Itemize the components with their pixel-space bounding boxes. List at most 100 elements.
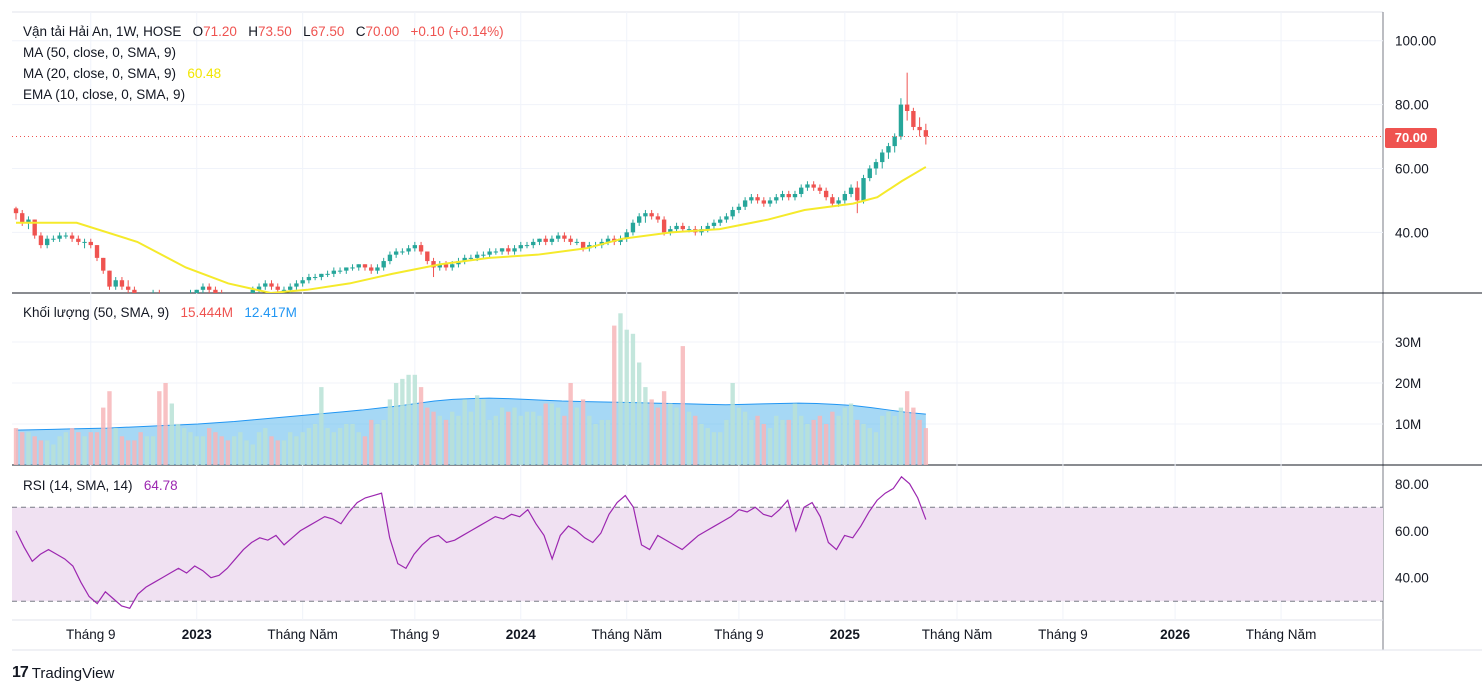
rsi-legend[interactable]: RSI (14, SMA, 14) 64.78 <box>23 477 178 495</box>
volume-bar <box>630 333 636 465</box>
volume-tick-label: 10M <box>1395 417 1421 432</box>
candle-body <box>493 251 499 253</box>
volume-bar <box>157 391 162 465</box>
candle-body <box>711 222 717 226</box>
volume-bar <box>26 432 31 465</box>
ma50-label: MA (50, close, 0, SMA, 9) <box>23 45 177 60</box>
candle-body <box>686 229 692 231</box>
candle-body <box>512 248 517 252</box>
volume-bar <box>294 436 299 465</box>
time-tick-label: 2023 <box>182 627 213 642</box>
candle-body <box>643 213 648 217</box>
volume-bar <box>855 419 860 465</box>
candle-body <box>20 213 25 223</box>
volume-bar <box>150 436 156 465</box>
candle-body <box>462 257 467 262</box>
close-value: 70.00 <box>365 24 400 39</box>
volume-bar <box>543 403 548 465</box>
volume-bar <box>44 440 50 465</box>
candle-body <box>661 219 667 233</box>
price-pane[interactable] <box>12 72 1383 303</box>
volume-bar <box>749 419 754 465</box>
candle-body <box>568 238 573 242</box>
volume-bar <box>144 436 150 465</box>
candle-body <box>861 178 866 201</box>
candle-body <box>904 104 910 111</box>
volume-bar <box>537 415 542 465</box>
volume-bar <box>219 436 224 465</box>
time-tick-label: Tháng Năm <box>267 627 338 642</box>
candle-body <box>543 238 548 242</box>
candle-body <box>499 248 505 252</box>
volume-bar <box>518 415 523 465</box>
volume-bar <box>468 411 474 465</box>
volume-bar <box>799 415 804 465</box>
ma20-label: MA (20, close, 0, SMA, 9) <box>23 66 177 81</box>
candle-body <box>194 289 199 293</box>
volume-bar <box>32 436 37 465</box>
price-tick-label: 60.00 <box>1395 161 1429 176</box>
volume-bar <box>911 407 916 465</box>
high-label: H <box>248 24 258 39</box>
volume-bar <box>132 440 137 465</box>
candle-body <box>867 168 872 179</box>
candle-body <box>742 200 748 207</box>
candle-body <box>381 261 386 268</box>
ema10-legend[interactable]: EMA (10, close, 0, SMA, 9) <box>23 86 185 104</box>
rsi-pane[interactable] <box>12 475 1383 609</box>
candle-body <box>51 238 56 240</box>
volume-bar <box>792 403 798 465</box>
volume-bar <box>63 432 69 465</box>
ma50-legend[interactable]: MA (50, close, 0, SMA, 9) <box>23 44 176 62</box>
tradingview-logo[interactable]: 17 TradingView <box>12 664 114 682</box>
candle-body <box>69 235 75 239</box>
volume-bar <box>830 411 835 465</box>
volume-bar <box>898 407 904 465</box>
open-label: O <box>192 24 204 39</box>
rsi-tick-label: 60.00 <box>1395 524 1429 539</box>
volume-pane[interactable] <box>13 313 929 465</box>
volume-bar <box>269 436 274 465</box>
volume-bar <box>917 419 922 465</box>
candle-body <box>400 251 405 253</box>
volume-bar <box>612 325 617 465</box>
volume-bar <box>549 403 555 465</box>
volume-bar <box>387 399 393 465</box>
volume-tick-label: 20M <box>1395 376 1421 391</box>
candle-body <box>786 194 791 198</box>
candle-body <box>431 261 436 268</box>
volume-label: Khối lượng (50, SMA, 9) <box>23 305 170 320</box>
candle-body <box>275 286 280 290</box>
volume-bar <box>668 403 673 465</box>
candle-body <box>780 194 785 198</box>
candle-body <box>63 235 69 237</box>
candle-body <box>294 283 299 287</box>
time-tick-label: Tháng 9 <box>1038 627 1088 642</box>
volume-legend[interactable]: Khối lượng (50, SMA, 9) 15.444M 12.417M <box>23 304 297 322</box>
volume-bar <box>593 424 598 465</box>
candle-body <box>873 162 879 169</box>
volume-bar <box>362 436 368 465</box>
volume-bar <box>163 383 168 465</box>
volume-bar <box>188 432 193 465</box>
volume-bar <box>238 432 243 465</box>
volume-bar <box>873 432 879 465</box>
volume-bar <box>649 399 654 465</box>
volume-bar <box>69 428 75 465</box>
volume-bar <box>244 440 249 465</box>
candle-body <box>138 296 142 299</box>
symbol-legend[interactable]: Vận tải Hải An, 1W, HOSE O71.20 H73.50 L… <box>23 23 504 41</box>
volume-bar <box>418 387 424 465</box>
volume-bar <box>443 419 449 465</box>
time-axis[interactable]: Tháng 9 2023 Tháng Năm Tháng 9 2024 Tháng Năm… <box>66 627 1316 642</box>
volume-bar <box>718 432 723 465</box>
candle-body <box>848 187 854 195</box>
candle-body <box>132 289 137 293</box>
volume-bar <box>431 411 436 465</box>
volume-bar <box>200 436 206 465</box>
volume-bar <box>51 444 56 465</box>
price-axis[interactable]: 100.00 80.00 60.00 40.00 30M 20M 10M 80.00 60.00… <box>1395 34 1436 586</box>
ma20-legend[interactable]: MA (20, close, 0, SMA, 9) 60.48 <box>23 65 221 83</box>
candle-body <box>450 264 455 268</box>
